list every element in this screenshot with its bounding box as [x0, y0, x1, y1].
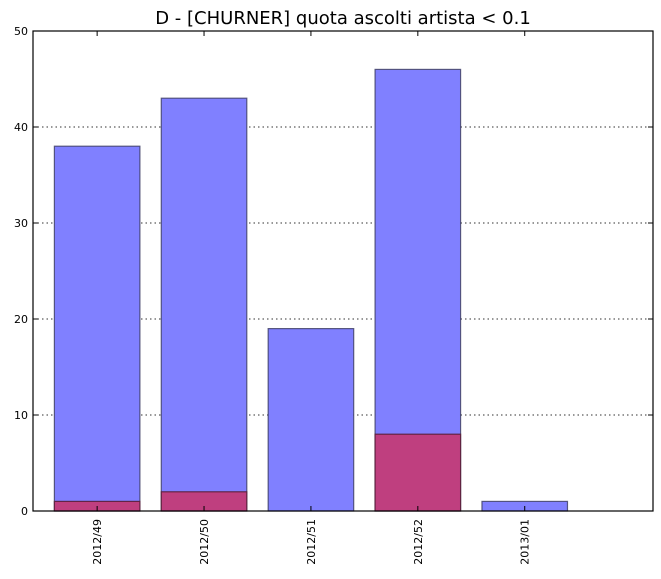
x-tick-label: 2012/51	[305, 519, 318, 565]
chart-title: D - [CHURNER] quota ascolti artista < 0.…	[155, 8, 531, 29]
y-tick-label: 10	[14, 409, 28, 422]
primary-series	[53, 68, 569, 512]
bar-secondary-2012/52	[374, 433, 462, 512]
y-tick-label: 20	[14, 313, 28, 326]
y-tick-label: 0	[21, 505, 28, 518]
bar-primary-2012/50	[160, 97, 248, 512]
y-axis: 0 10 20 30 40 50	[14, 25, 653, 518]
x-tick-label: 2012/50	[198, 519, 211, 565]
y-tick-label: 30	[14, 217, 28, 230]
bar-primary-2012/49	[53, 145, 141, 512]
plot-frame	[32, 30, 654, 512]
y-tick-label: 40	[14, 121, 28, 134]
y-tick-label: 50	[14, 25, 28, 38]
x-tick-label: 2013/01	[519, 519, 532, 565]
bar-primary-2012/51	[267, 328, 355, 512]
x-axis: 2012/49 2012/50 2012/51 2012/52 2013/01	[91, 31, 532, 565]
x-tick-label: 2012/52	[412, 519, 425, 565]
x-tick-label: 2012/49	[91, 519, 104, 565]
